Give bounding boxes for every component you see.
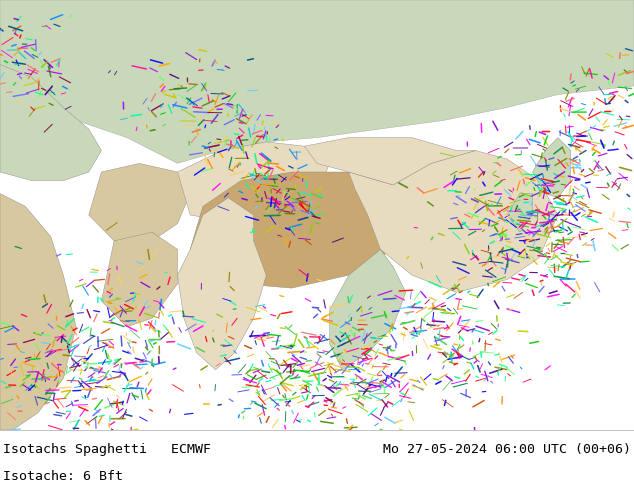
Polygon shape [101, 232, 178, 327]
Polygon shape [507, 194, 533, 232]
Text: Isotachs Spaghetti   ECMWF: Isotachs Spaghetti ECMWF [3, 443, 211, 456]
Polygon shape [349, 150, 558, 293]
Polygon shape [89, 163, 190, 241]
Polygon shape [0, 65, 101, 181]
Polygon shape [190, 172, 412, 288]
Polygon shape [330, 249, 406, 370]
Text: Mo 27-05-2024 06:00 UTC (00+06): Mo 27-05-2024 06:00 UTC (00+06) [383, 443, 631, 456]
Polygon shape [178, 198, 266, 370]
Polygon shape [0, 0, 634, 163]
Text: Isotache: 6 Bft: Isotache: 6 Bft [3, 470, 123, 483]
Polygon shape [533, 138, 571, 198]
Polygon shape [0, 194, 76, 430]
Polygon shape [178, 142, 330, 223]
Polygon shape [304, 138, 476, 185]
